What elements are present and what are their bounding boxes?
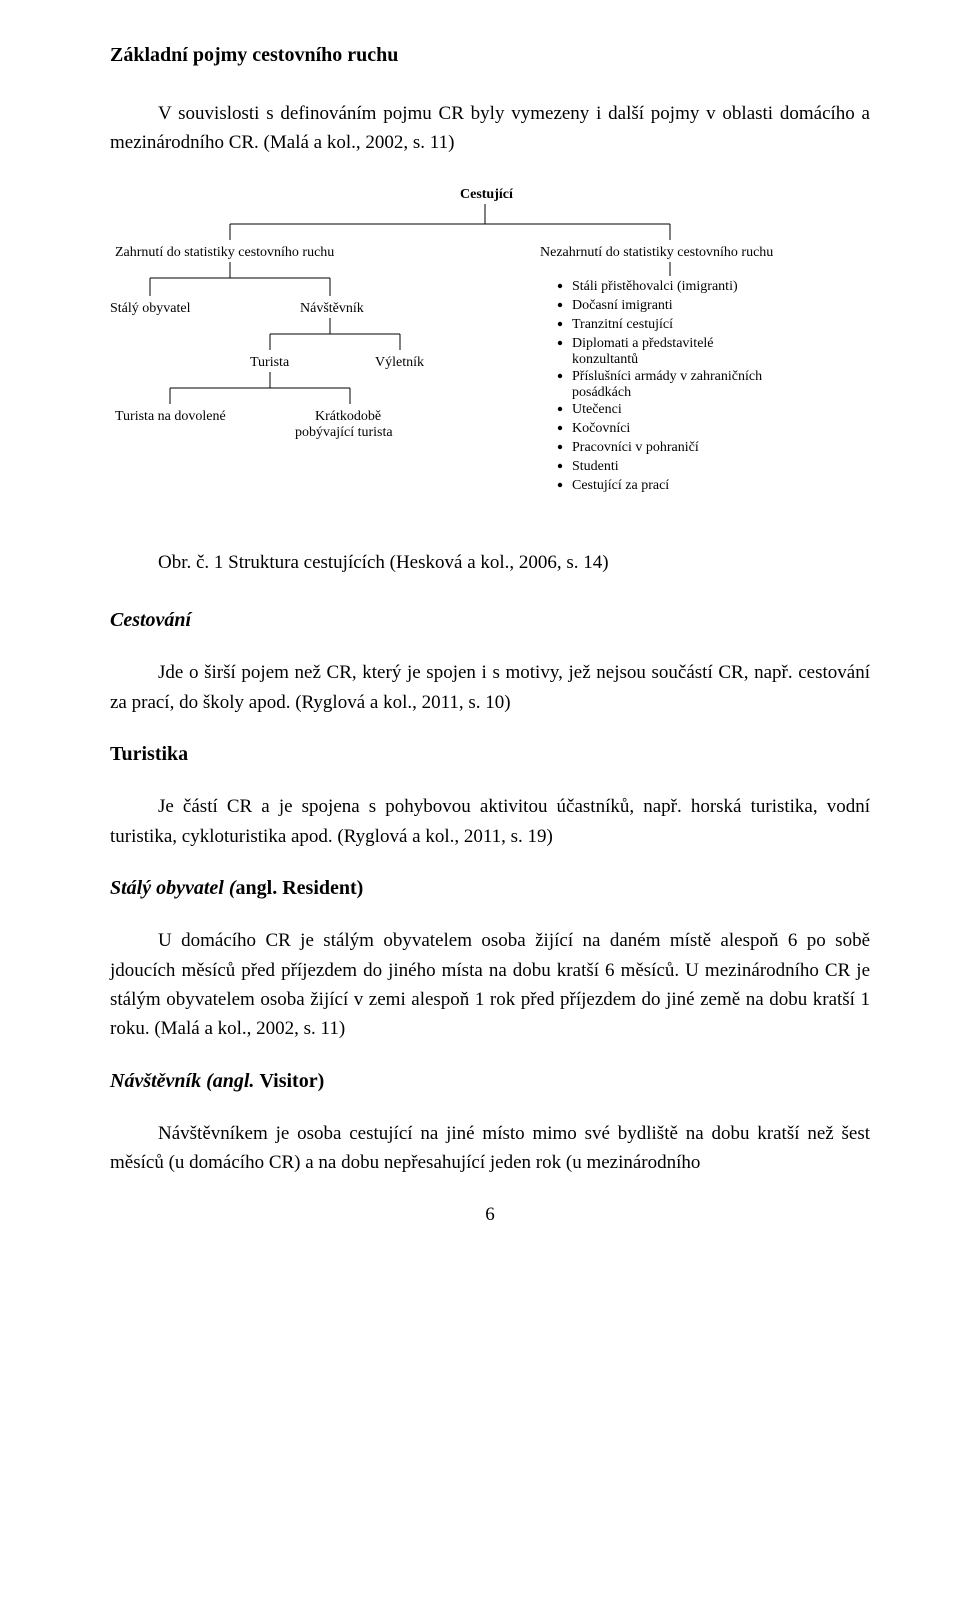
cestovani-paragraph: Jde o širší pojem než CR, který je spoje… <box>110 658 870 717</box>
diagram-left-child-a: Stálý obyvatel <box>110 301 191 316</box>
bullet-text: Stáli přistěhovalci (imigranti) <box>572 279 738 294</box>
bullet-icon <box>558 426 562 430</box>
navstevnik-paragraph: Návštěvníkem je osoba cestující na jiné … <box>110 1119 870 1178</box>
diagram-branch-right: Nezahrnutí do statistiky cestovního ruch… <box>540 245 773 260</box>
intro-paragraph: V souvislosti s definováním pojmu CR byl… <box>110 99 870 158</box>
bullet-text: Dočasní imigranti <box>572 298 673 313</box>
bullet-icon <box>558 445 562 449</box>
bullet-text: Cestující za prací <box>572 478 669 493</box>
bullet-text: posádkách <box>572 385 631 400</box>
section-heading: Základní pojmy cestovního ruchu <box>110 40 870 71</box>
bullet-text: konzultantů <box>572 352 638 367</box>
navstevnik-heading-rest: Visitor) <box>259 1070 324 1092</box>
bullet-icon <box>558 341 562 345</box>
diagram-bottom-child-b2: pobývající turista <box>295 425 393 440</box>
diagram-mid-child-b: Výletník <box>375 355 424 370</box>
bullet-icon <box>558 483 562 487</box>
bullet-icon <box>558 322 562 326</box>
bullet-text: Studenti <box>572 459 619 474</box>
diagram-bottom-child-b1: Krátkodobě <box>315 409 381 424</box>
staly-heading: Stálý obyvatel (angl. Resident) <box>110 873 870 904</box>
bullet-icon <box>558 464 562 468</box>
staly-heading-ital: Stálý obyvatel ( <box>110 877 236 899</box>
page-number: 6 <box>110 1200 870 1229</box>
figure-caption: Obr. č. 1 Struktura cestujících (Hesková… <box>110 548 870 577</box>
diagram-left-child-b: Návštěvník <box>300 301 364 316</box>
bullet-text: Pracovníci v pohraničí <box>572 440 699 455</box>
bullet-icon <box>558 303 562 307</box>
staly-heading-rest: angl. Resident) <box>236 877 364 899</box>
diagram-bullet-list: Stáli přistěhovalci (imigranti) Dočasní i… <box>558 279 762 493</box>
staly-paragraph: U domácího CR je stálým obyvatelem osoba… <box>110 926 870 1044</box>
traveller-structure-diagram: Cestující Zahrnutí do statistiky cestovn… <box>110 180 870 520</box>
navstevnik-heading: Návštěvník (angl. Visitor) <box>110 1066 870 1097</box>
navstevnik-heading-ital: Návštěvník (angl. <box>110 1070 259 1092</box>
turistika-heading: Turistika <box>110 739 870 770</box>
bullet-icon <box>558 374 562 378</box>
cestovani-heading: Cestování <box>110 605 870 636</box>
diagram-branch-left: Zahrnutí do statistiky cestovního ruchu <box>115 245 334 260</box>
bullet-icon <box>558 284 562 288</box>
diagram-root-label: Cestující <box>460 187 514 202</box>
bullet-text: Diplomati a představitelé <box>572 336 714 351</box>
bullet-text: Utečenci <box>572 402 622 417</box>
bullet-text: Kočovníci <box>572 421 630 436</box>
turistika-paragraph: Je částí CR a je spojena s pohybovou akt… <box>110 792 870 851</box>
diagram-mid-child-a: Turista <box>250 355 290 370</box>
bullet-text: Příslušníci armády v zahraničních <box>572 369 762 384</box>
diagram-bottom-child-a: Turista na dovolené <box>115 409 226 424</box>
bullet-text: Tranzitní cestující <box>572 317 673 332</box>
bullet-icon <box>558 407 562 411</box>
